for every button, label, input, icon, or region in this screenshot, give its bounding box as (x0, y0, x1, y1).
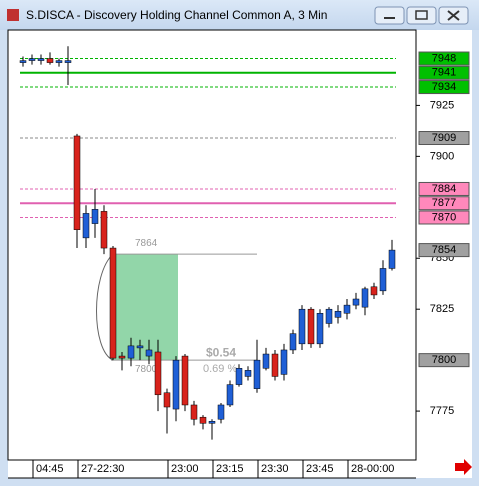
x-tick-label: 23:45 (306, 463, 334, 475)
candle-body (28, 58, 36, 61)
measure-top-label: 7864 (135, 238, 158, 249)
candle-body (388, 249, 396, 269)
price-box-label: 7884 (432, 183, 456, 195)
measure-bottom-label: 7800 (135, 364, 158, 375)
candle-body (46, 58, 54, 63)
candle-body (127, 345, 135, 359)
candle-body (154, 351, 162, 396)
scroll-arrow[interactable] (455, 459, 472, 475)
candle-body (145, 349, 153, 357)
window-title: S.DISCA - Discovery Holding Channel Comm… (26, 8, 327, 22)
price-box (418, 196, 470, 211)
price-box-label: 7941 (432, 67, 456, 79)
measure-change: $0.54 (206, 345, 236, 359)
price-box (418, 65, 470, 80)
candle-body (19, 60, 27, 63)
candle-body (190, 404, 198, 420)
price-box-label: 7854 (432, 244, 456, 256)
candle-body (91, 209, 99, 224)
minimize-button[interactable] (374, 6, 405, 25)
candle-body (262, 353, 270, 369)
candle-body (109, 247, 117, 359)
candle-body (343, 304, 351, 314)
candle-body (73, 135, 81, 230)
candle-body (181, 355, 189, 406)
maximize-button[interactable] (406, 6, 437, 25)
candle-body (379, 268, 387, 292)
candle-body (280, 349, 288, 375)
maximize-icon (415, 10, 428, 20)
measure-percent: 0.69 % (203, 363, 237, 375)
candle-body (217, 404, 225, 420)
x-tick-label: 04:45 (36, 463, 64, 475)
y-tick-label: 7900 (430, 150, 454, 162)
candle-body (370, 286, 378, 296)
y-tick-label: 7775 (430, 405, 454, 417)
price-box (418, 80, 470, 95)
candle-body (307, 308, 315, 345)
app-icon (7, 9, 19, 21)
candle-body (289, 333, 297, 351)
x-tick-label: 23:00 (171, 463, 199, 475)
candle-body (316, 313, 324, 345)
candle-body (136, 345, 144, 349)
measure-box (111, 254, 178, 361)
candle-body (298, 308, 306, 345)
candle-body (208, 421, 216, 424)
price-box-label: 7870 (432, 211, 456, 223)
candle-body (82, 213, 90, 239)
candle-body (334, 310, 342, 318)
price-box (418, 210, 470, 225)
x-tick-label: 23:15 (216, 463, 244, 475)
y-tick-label: 7925 (430, 99, 454, 111)
price-box (418, 243, 470, 258)
price-box-label: 7909 (432, 132, 456, 144)
close-icon (447, 10, 460, 21)
candle-body (37, 58, 45, 61)
candle-body (361, 288, 369, 308)
candle-body (118, 355, 126, 359)
candle-body (172, 359, 180, 410)
candle-body (55, 60, 63, 63)
price-box (418, 131, 470, 146)
price-box (418, 181, 470, 196)
candle-body (325, 308, 333, 324)
candle-body (100, 211, 108, 249)
price-box-label: 7800 (432, 354, 456, 366)
candle-body (253, 359, 261, 389)
x-tick-label: 28-00:00 (351, 463, 394, 475)
price-box-label: 7948 (432, 52, 456, 64)
measure-curve (96, 253, 114, 361)
candle-body (271, 353, 279, 377)
candle-body (352, 298, 360, 306)
candle-body (244, 370, 252, 377)
x-tick-label: 23:30 (261, 463, 289, 475)
price-box-label: 7877 (432, 197, 456, 209)
price-box-label: 7934 (432, 81, 456, 93)
price-box (418, 353, 470, 368)
candle-body (235, 368, 243, 385)
candle-body (226, 384, 234, 406)
candle-body (64, 60, 72, 63)
x-tick-label: 27-22:30 (81, 463, 124, 475)
price-box (418, 51, 470, 66)
y-tick-label: 7825 (430, 303, 454, 315)
plot-area (7, 29, 417, 461)
candle-body (199, 416, 207, 424)
candle-body (163, 392, 171, 408)
